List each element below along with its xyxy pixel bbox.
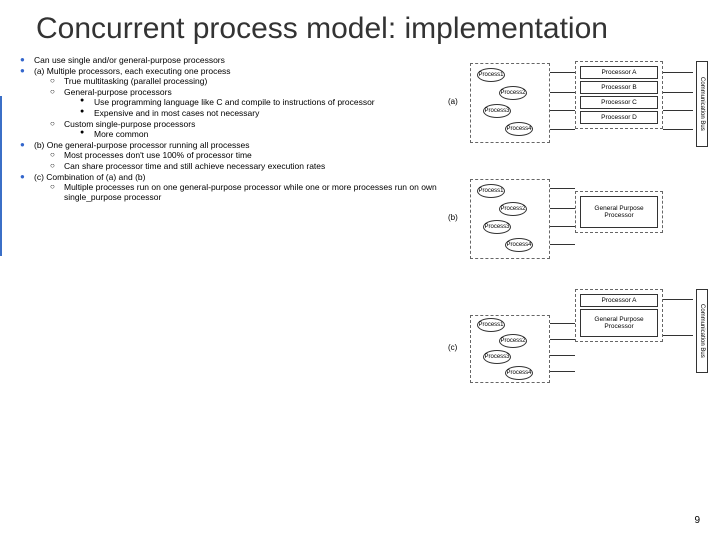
process-node: Process3	[483, 350, 511, 364]
process-node: Process1	[477, 184, 505, 198]
diagram-c: (c) Process1 Process2 Process3 Process4 …	[440, 287, 710, 397]
bullet-l2: Custom single-purpose processors More co…	[50, 119, 440, 139]
process-group: Process1 Process2 Process3 Process4	[470, 63, 550, 143]
connector-line	[663, 72, 693, 73]
connector-line	[550, 72, 575, 73]
bullet-text: (b) One general-purpose processor runnin…	[34, 140, 249, 150]
diagram-label: (b)	[448, 213, 458, 222]
connector-line	[550, 208, 575, 209]
content-area: Can use single and/or general-purpose pr…	[0, 55, 720, 413]
bullet-text: (a) Multiple processors, each executing …	[34, 66, 231, 76]
bullet-text: Most processes don't use 100% of process…	[64, 150, 252, 160]
process-node: Process4	[505, 122, 533, 136]
bullet-l2: Can share processor time and still achie…	[50, 161, 440, 171]
bullet-text: Can share processor time and still achie…	[64, 161, 325, 171]
diagram-label: (c)	[448, 343, 457, 352]
processor-group: Processor A Processor B Processor C Proc…	[575, 61, 663, 129]
process-node: Process1	[477, 68, 505, 82]
diagram-column: (a) Process1 Process2 Process3 Process4 …	[440, 55, 710, 413]
connector-line	[550, 371, 575, 372]
process-node: Process3	[483, 220, 511, 234]
gp-processor-box: General Purpose Processor	[580, 309, 658, 337]
connector-line	[663, 129, 693, 130]
connector-line	[550, 226, 575, 227]
connector-line	[550, 323, 575, 324]
diagram-b: (b) Process1 Process2 Process3 Process4 …	[440, 171, 710, 271]
bullet-text: Use programming language like C and comp…	[94, 97, 375, 107]
connector-line	[550, 110, 575, 111]
processor-box: Processor C	[580, 96, 658, 109]
connector-line	[663, 299, 693, 300]
bullet-l1: (a) Multiple processors, each executing …	[20, 66, 440, 139]
processor-group: General Purpose Processor	[575, 191, 663, 233]
connector-line	[550, 129, 575, 130]
bullet-text: Can use single and/or general-purpose pr…	[34, 55, 225, 65]
bullet-text: Custom single-purpose processors	[64, 119, 195, 129]
processor-box: Processor A	[580, 294, 658, 307]
blue-accent	[0, 96, 2, 256]
process-group: Process1 Process2 Process3 Process4	[470, 179, 550, 259]
processor-box: Processor B	[580, 81, 658, 94]
process-node: Process4	[505, 238, 533, 252]
bullet-l2: Most processes don't use 100% of process…	[50, 150, 440, 160]
bullet-l1: (b) One general-purpose processor runnin…	[20, 140, 440, 171]
bullet-text: More common	[94, 129, 148, 139]
bullet-text: (c) Combination of (a) and (b)	[34, 172, 146, 182]
communication-bus: Communication Bus	[696, 289, 708, 373]
page-number: 9	[694, 515, 700, 526]
diagram-a: (a) Process1 Process2 Process3 Process4 …	[440, 55, 710, 155]
process-node: Process3	[483, 104, 511, 118]
bullet-text: Multiple processes run on one general-pu…	[64, 182, 437, 202]
slide-title: Concurrent process model: implementation	[0, 0, 720, 55]
bullet-text: General-purpose processors	[64, 87, 172, 97]
communication-bus: Communication Bus	[696, 61, 708, 147]
process-node: Process4	[505, 366, 533, 380]
process-node: Process2	[499, 86, 527, 100]
bullet-l1: Can use single and/or general-purpose pr…	[20, 55, 440, 65]
bullet-l1: (c) Combination of (a) and (b) Multiple …	[20, 172, 440, 202]
gp-processor-box: General Purpose Processor	[580, 196, 658, 228]
bullet-l3: Use programming language like C and comp…	[80, 97, 440, 107]
connector-line	[663, 92, 693, 93]
bullet-text: Expensive and in most cases not necessar…	[94, 108, 259, 118]
process-node: Process1	[477, 318, 505, 332]
connector-line	[663, 110, 693, 111]
connector-line	[550, 92, 575, 93]
process-group: Process1 Process2 Process3 Process4	[470, 315, 550, 383]
bullet-l3: More common	[80, 129, 440, 139]
bullet-l2: True multitasking (parallel processing)	[50, 76, 440, 86]
connector-line	[663, 335, 693, 336]
connector-line	[550, 244, 575, 245]
processor-group: Processor A General Purpose Processor	[575, 289, 663, 342]
process-node: Process2	[499, 334, 527, 348]
bullet-l2: General-purpose processors Use programmi…	[50, 87, 440, 118]
connector-line	[550, 188, 575, 189]
processor-box: Processor A	[580, 66, 658, 79]
process-node: Process2	[499, 202, 527, 216]
diagram-label: (a)	[448, 97, 458, 106]
bullet-l2: Multiple processes run on one general-pu…	[50, 182, 440, 202]
processor-box: Processor D	[580, 111, 658, 124]
bullet-text: True multitasking (parallel processing)	[64, 76, 207, 86]
bullet-column: Can use single and/or general-purpose pr…	[20, 55, 440, 413]
bullet-l3: Expensive and in most cases not necessar…	[80, 108, 440, 118]
connector-line	[550, 339, 575, 340]
connector-line	[550, 355, 575, 356]
